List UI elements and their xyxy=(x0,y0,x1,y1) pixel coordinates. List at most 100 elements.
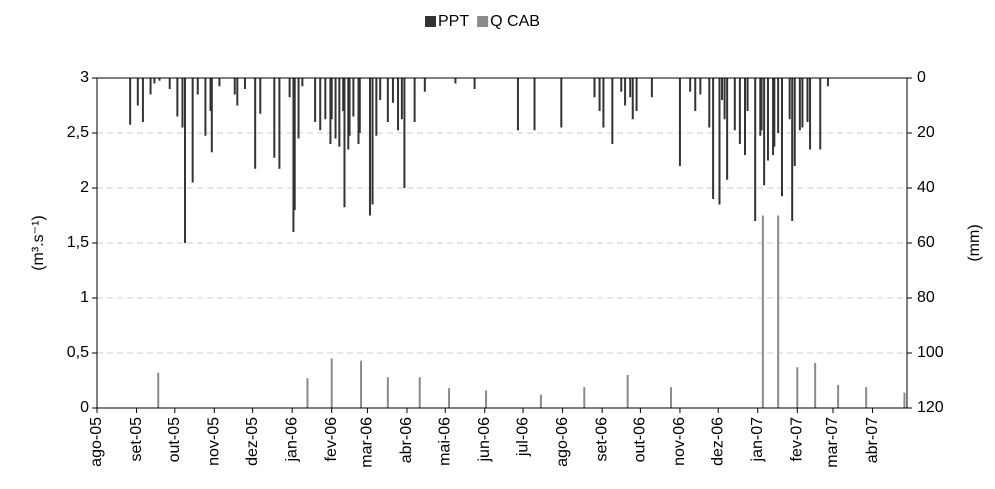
q-bar xyxy=(448,388,451,408)
ppt-bar xyxy=(413,78,416,122)
y2-tick-label: 100 xyxy=(917,344,944,361)
ppt-bar xyxy=(297,78,300,139)
ppt-bar xyxy=(379,78,382,100)
ppt-bar xyxy=(694,78,697,111)
ppt-bar xyxy=(259,78,262,114)
ppt-bar xyxy=(184,78,187,243)
ppt-bar xyxy=(718,78,721,205)
ppt-bar xyxy=(826,78,829,87)
y-axis-label: (m³.s⁻¹) xyxy=(30,215,47,271)
ppt-bar xyxy=(236,78,239,106)
ppt-bar xyxy=(772,78,775,155)
y2-tick-label: 0 xyxy=(917,69,926,86)
ppt-bar xyxy=(560,78,563,128)
legend-label: Q CAB xyxy=(490,13,540,30)
ppt-bar xyxy=(319,78,322,131)
ppt-bar xyxy=(721,78,724,100)
x-tick-label: dez-05 xyxy=(244,417,261,466)
x-tick-label: nov-06 xyxy=(671,417,688,466)
y-tick-label: 0,5 xyxy=(67,344,89,361)
ppt-bar xyxy=(292,78,295,232)
x-tick-label: mar-07 xyxy=(824,417,841,468)
ppt-bar xyxy=(153,78,156,84)
y-tick-label: 2,5 xyxy=(67,124,89,141)
x-tick-label: jan-07 xyxy=(749,417,766,463)
ppt-bar xyxy=(533,78,536,131)
y2-tick-label: 40 xyxy=(917,179,935,196)
ppt-bar xyxy=(806,78,809,122)
ppt-bar xyxy=(342,78,345,111)
q-bar xyxy=(539,394,542,408)
ppt-bar xyxy=(766,78,769,161)
ppt-bar xyxy=(397,78,400,131)
ppt-bar xyxy=(454,78,457,84)
ppt-bar xyxy=(650,78,653,98)
ppt-bar xyxy=(689,78,692,92)
ppt-bar xyxy=(611,78,614,144)
q-bar xyxy=(865,387,868,408)
ppt-bar xyxy=(233,78,236,95)
ppt-bar xyxy=(593,78,596,98)
q-bar xyxy=(485,390,488,408)
q-bar xyxy=(330,358,333,408)
x-tick-label: out-05 xyxy=(166,417,183,462)
q-bar xyxy=(360,360,363,408)
ppt-bar xyxy=(759,78,762,136)
q-bar xyxy=(814,362,817,408)
ppt-bar xyxy=(723,78,726,120)
x-tick-label: set-06 xyxy=(593,417,610,462)
ppt-bar xyxy=(278,78,281,169)
ppt-bar xyxy=(181,78,184,128)
ppt-bar xyxy=(338,78,341,147)
ppt-bar xyxy=(620,78,623,92)
ppt-bar xyxy=(738,78,741,144)
ppt-bar xyxy=(733,78,736,131)
x-tick-label: ago-06 xyxy=(554,417,571,467)
ppt-bar xyxy=(324,78,327,120)
ppt-bar xyxy=(254,78,257,169)
x-tick-label: jun-06 xyxy=(476,417,493,463)
x-tick-label: set-05 xyxy=(128,417,145,462)
y2-tick-label: 20 xyxy=(917,124,935,141)
ppt-bar xyxy=(301,78,304,87)
y-tick-label: 1,5 xyxy=(67,234,89,251)
ppt-bar xyxy=(678,78,681,166)
q-bar xyxy=(761,215,764,408)
ppt-bar xyxy=(158,78,161,81)
x-tick-label: jan-06 xyxy=(283,417,300,463)
ppt-bar xyxy=(780,78,783,197)
q-bar xyxy=(306,378,309,408)
x-tick-label: abr-06 xyxy=(398,417,415,463)
q-bar xyxy=(583,387,586,408)
ppt-bar xyxy=(129,78,132,125)
ppt-bar xyxy=(210,78,213,153)
ppt-bar xyxy=(391,78,394,103)
ppt-bar xyxy=(218,78,221,87)
ppt-bar xyxy=(793,78,796,166)
ppt-bar xyxy=(746,78,749,111)
ppt-bar xyxy=(243,78,246,89)
ppt-bar xyxy=(176,78,179,117)
ppt-bar xyxy=(598,78,601,111)
ppt-bar xyxy=(141,78,144,122)
y2-tick-label: 60 xyxy=(917,234,935,251)
ppt-bar xyxy=(516,78,519,131)
ppt-bar xyxy=(209,78,212,111)
x-tick-label: ago-05 xyxy=(88,417,105,467)
x-tick-label: mai-06 xyxy=(436,417,453,466)
ppt-bar xyxy=(343,78,346,208)
ppt-bar xyxy=(777,78,780,133)
ppt-bar xyxy=(726,78,729,180)
ppt-bar xyxy=(624,78,627,106)
ppt-bar xyxy=(798,78,801,131)
ppt-bar xyxy=(819,78,822,150)
y2-tick-label: 80 xyxy=(917,289,935,306)
x-tick-label: dez-06 xyxy=(709,417,726,466)
ppt-bar xyxy=(293,78,296,210)
q-bar xyxy=(670,387,673,408)
q-bar xyxy=(386,377,389,408)
ppt-bar xyxy=(754,78,757,221)
ppt-bar xyxy=(423,78,426,92)
ppt-bar xyxy=(809,78,812,150)
ppt-bar xyxy=(357,78,360,144)
